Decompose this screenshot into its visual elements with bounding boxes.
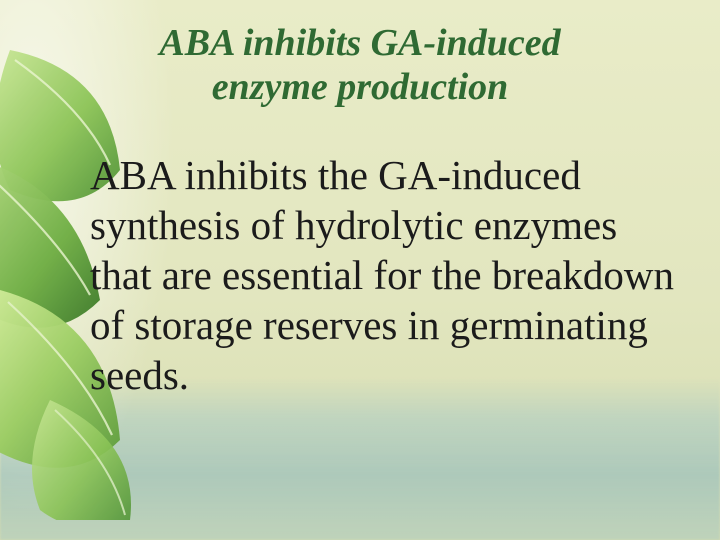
- slide-title: ABA inhibits GA-induced enzyme productio…: [0, 22, 720, 109]
- title-line-2: enzyme production: [212, 66, 509, 108]
- slide-body: ABA inhibits the GA-induced synthesis of…: [90, 150, 680, 400]
- slide: ABA inhibits GA-induced enzyme productio…: [0, 0, 720, 540]
- title-line-1: ABA inhibits GA-induced: [159, 22, 560, 64]
- body-paragraph: ABA inhibits the GA-induced synthesis of…: [90, 150, 680, 400]
